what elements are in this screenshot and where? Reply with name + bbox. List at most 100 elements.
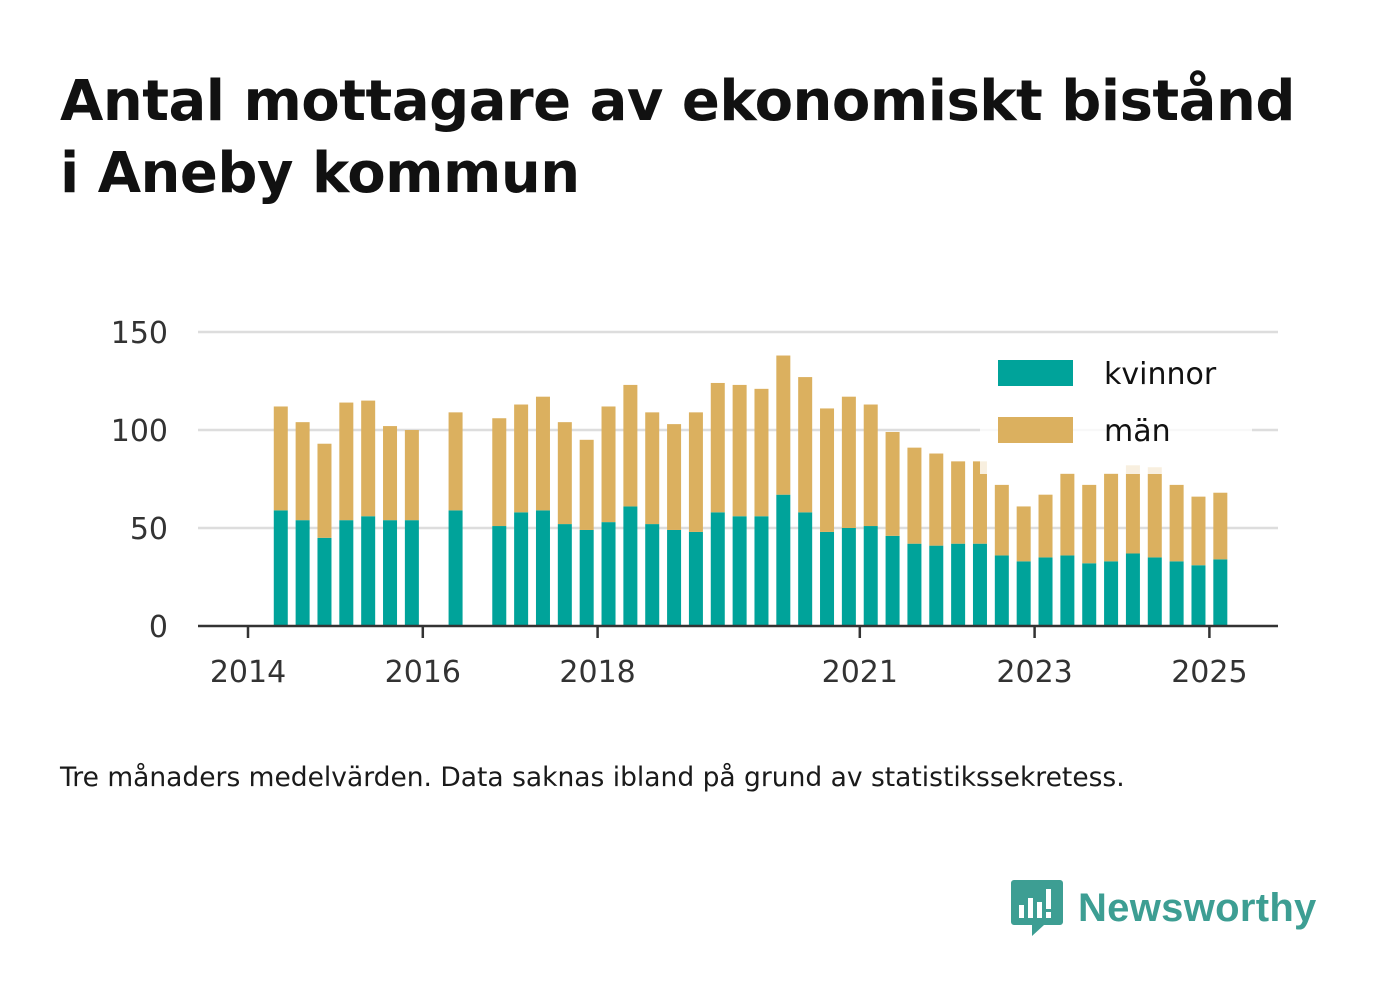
bar-man-2021-Q2 (885, 431, 900, 536)
bar-man-2025-Q1 (1213, 492, 1228, 560)
bar-kvinnor-2019-Q4 (754, 516, 769, 626)
bar-kvinnor-2015-Q3 (383, 520, 398, 626)
chart-title-line-2: i Aneby kommun (60, 141, 580, 206)
bar-kvinnor-2024-Q2 (1147, 557, 1162, 626)
bar-kvinnor-2021-Q4 (929, 545, 944, 626)
brand-name: Newsworthy (1078, 885, 1317, 930)
bar-man-2017-Q3 (557, 422, 572, 525)
bar-man-2024-Q3 (1169, 484, 1184, 562)
bar-kvinnor-2016-Q2 (448, 510, 463, 626)
bar-kvinnor-2021-Q2 (885, 535, 900, 626)
chart-title-line-1: Antal mottagare av ekonomiskt bistånd (60, 69, 1295, 134)
bar-kvinnor-2020-Q1 (776, 494, 791, 626)
bar-kvinnor-2014-Q3 (295, 520, 310, 626)
footnote: Tre månaders medelvärden. Data saknas ib… (60, 762, 1125, 793)
bar-chart-speech-bubble-icon (1011, 880, 1063, 936)
bar-man-2018-Q4 (667, 424, 682, 530)
bar-kvinnor-2025-Q1 (1213, 559, 1228, 626)
bar-man-2018-Q1 (601, 406, 616, 523)
bar-man-2020-Q3 (820, 408, 835, 532)
bar-man-2023-Q1 (1038, 494, 1053, 558)
legend: kvinnor män (980, 346, 1252, 474)
bar-kvinnor-2023-Q3 (1082, 563, 1097, 626)
y-tick-label-100: 100 (111, 414, 168, 449)
bar-kvinnor-2023-Q4 (1104, 561, 1119, 626)
y-tick-label-50: 50 (130, 512, 168, 547)
bar-man-2019-Q3 (732, 384, 747, 517)
bar-kvinnor-2018-Q1 (601, 522, 616, 626)
bar-kvinnor-2023-Q1 (1038, 557, 1053, 626)
stacked-bar-chart: 0 50 100 150 2014 2016 2018 2021 2023 2025 kvinno… (111, 316, 1278, 690)
bar-man-2015-Q4 (404, 430, 419, 521)
bar-kvinnor-2017-Q1 (514, 512, 529, 626)
legend-swatch-kvinnor (998, 360, 1073, 386)
bar-kvinnor-2022-Q4 (1016, 561, 1031, 626)
bar-man-2021-Q4 (929, 453, 944, 546)
bar-man-2019-Q2 (710, 382, 725, 513)
bar-kvinnor-2023-Q2 (1060, 555, 1075, 626)
newsworthy-logo: Newsworthy (1010, 878, 1317, 938)
bar-kvinnor-2019-Q2 (710, 512, 725, 626)
chart-title: Antal mottagare av ekonomiskt bistånd i … (60, 66, 1340, 210)
bar-man-2019-Q4 (754, 388, 769, 517)
bar-man-2014-Q3 (295, 422, 310, 521)
bar-man-2024-Q1 (1125, 465, 1140, 554)
bar-man-2022-Q4 (1016, 506, 1031, 562)
bar-kvinnor-2019-Q3 (732, 516, 747, 626)
bar-kvinnor-2022-Q2 (972, 543, 987, 626)
bar-man-2022-Q2 (972, 461, 987, 544)
bar-kvinnor-2014-Q4 (317, 537, 332, 626)
bars (273, 355, 1228, 626)
bar-kvinnor-2019-Q1 (688, 531, 703, 626)
bar-kvinnor-2020-Q4 (841, 528, 856, 626)
y-tick-label-150: 150 (111, 316, 168, 351)
bar-kvinnor-2015-Q1 (339, 520, 354, 626)
bar-kvinnor-2018-Q4 (667, 529, 682, 626)
bar-kvinnor-2017-Q3 (557, 524, 572, 626)
bar-kvinnor-2021-Q3 (907, 543, 922, 626)
bar-man-2020-Q2 (798, 377, 813, 513)
bar-kvinnor-2020-Q2 (798, 512, 813, 626)
bar-kvinnor-2018-Q2 (623, 506, 638, 626)
bar-man-2017-Q2 (535, 396, 550, 511)
bar-man-2020-Q1 (776, 355, 791, 495)
bar-man-2022-Q3 (994, 484, 1009, 556)
bar-kvinnor-2015-Q2 (361, 516, 376, 626)
bar-man-2019-Q1 (688, 412, 703, 532)
bar-kvinnor-2014-Q2 (273, 510, 288, 626)
bar-kvinnor-2020-Q3 (820, 531, 835, 626)
bar-man-2021-Q3 (907, 447, 922, 544)
bar-man-2018-Q3 (645, 412, 660, 525)
bar-man-2017-Q1 (514, 404, 529, 513)
bar-kvinnor-2017-Q2 (535, 510, 550, 626)
bar-kvinnor-2015-Q4 (404, 520, 419, 626)
bar-man-2015-Q2 (361, 400, 376, 517)
x-tick-label-2018: 2018 (559, 655, 635, 690)
legend-label-man: män (1104, 414, 1171, 449)
bar-man-2014-Q2 (273, 406, 288, 511)
x-tick-label-2023: 2023 (996, 655, 1072, 690)
bar-man-2024-Q2 (1147, 467, 1162, 558)
bar-kvinnor-2022-Q1 (951, 543, 966, 626)
bar-man-2023-Q4 (1104, 473, 1119, 562)
legend-label-kvinnor: kvinnor (1104, 357, 1217, 392)
bar-kvinnor-2024-Q4 (1191, 565, 1206, 626)
bar-kvinnor-2017-Q4 (579, 529, 594, 626)
bar-man-2017-Q4 (579, 439, 594, 530)
bar-man-2016-Q2 (448, 412, 463, 511)
bar-kvinnor-2024-Q3 (1169, 561, 1184, 626)
x-tick-label-2025: 2025 (1171, 655, 1247, 690)
x-tick-label-2021: 2021 (822, 655, 898, 690)
bar-man-2021-Q1 (863, 404, 878, 527)
bar-man-2020-Q4 (841, 396, 856, 528)
bar-man-2024-Q4 (1191, 496, 1206, 566)
bar-kvinnor-2024-Q1 (1125, 553, 1140, 626)
x-tick-label-2014: 2014 (210, 655, 286, 690)
bar-man-2015-Q1 (339, 402, 354, 521)
x-tick-label-2016: 2016 (385, 655, 461, 690)
bar-man-2022-Q1 (951, 461, 966, 544)
legend-swatch-man (998, 417, 1073, 443)
y-tick-label-0: 0 (149, 610, 168, 645)
bar-man-2023-Q3 (1082, 484, 1097, 564)
bar-man-2023-Q2 (1060, 473, 1075, 556)
